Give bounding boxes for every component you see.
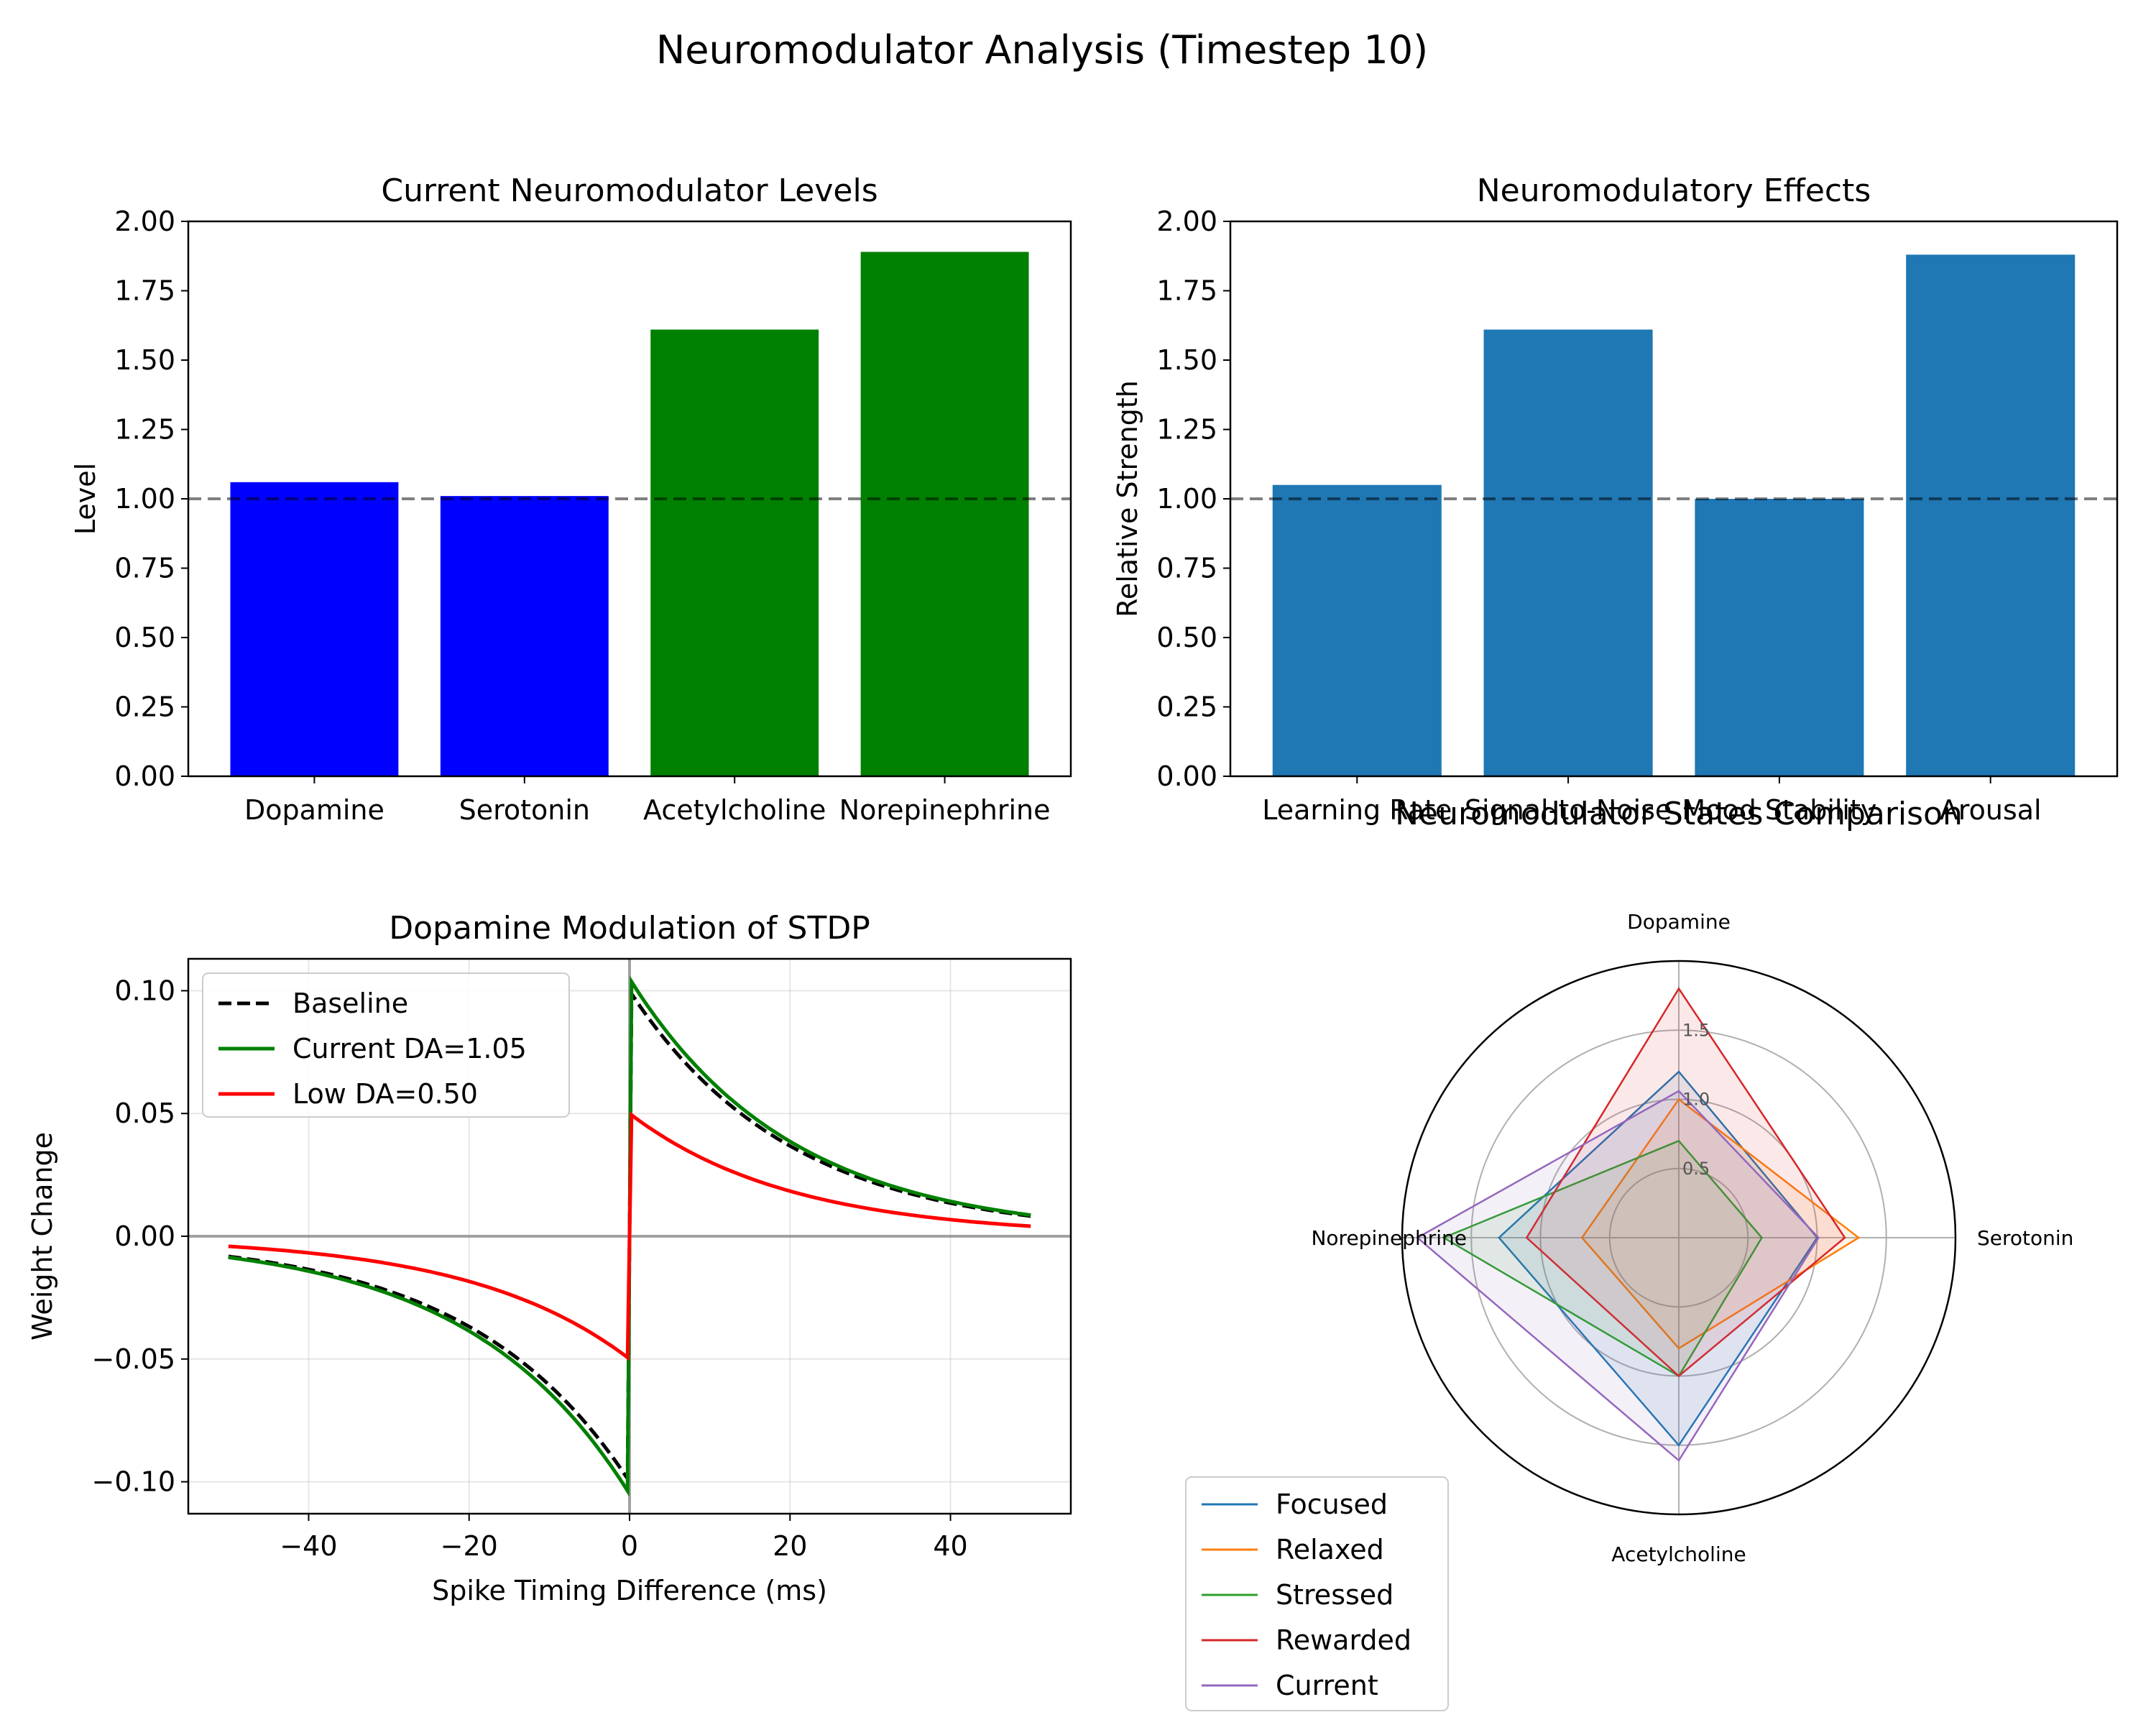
bar-norepinephrine xyxy=(860,252,1029,777)
line-chart-dopamine-stdp: Dopamine Modulation of STDP −0.10 −0.05 0.0… xyxy=(27,910,1072,1606)
y-axis-label: Level xyxy=(70,463,101,535)
legend-label: Baseline xyxy=(292,988,408,1019)
radar-chart-states-comparison: Neuromodulator States Comparison 0.5 1.0 1.… xyxy=(1185,796,2073,1711)
y-tick-label: 1.00 xyxy=(114,483,175,515)
bar-serotonin xyxy=(440,496,609,776)
y-tick-label: 1.25 xyxy=(1156,414,1217,446)
x-axis-label: Spike Timing Difference (ms) xyxy=(432,1575,827,1606)
radar-series-rewarded xyxy=(1525,987,1846,1378)
x-tick-label: Norepinephrine xyxy=(839,794,1051,826)
y-tick-label: 1.50 xyxy=(114,344,175,376)
legend-label: Current xyxy=(1276,1670,1378,1701)
chart-title: Dopamine Modulation of STDP xyxy=(389,910,870,947)
y-tick-label: 0.75 xyxy=(1156,553,1217,584)
y-tick-label: 1.75 xyxy=(114,275,175,307)
x-tick-label: Arousal xyxy=(1940,794,2042,826)
y-tick-label: 0.00 xyxy=(114,760,175,792)
chart-title: Neuromodulatory Effects xyxy=(1477,172,1871,209)
y-tick-label: 0.50 xyxy=(1156,622,1217,653)
radar-axis-label-dopamine: Dopamine xyxy=(1627,910,1731,934)
x-tick-label: 0 xyxy=(621,1530,638,1562)
chart-title: Neuromodulator States Comparison xyxy=(1395,796,1963,832)
y-tick-label: 0.50 xyxy=(114,622,175,653)
y-axis-label: Relative Strength xyxy=(1112,380,1143,617)
y-tick-label: 0.10 xyxy=(114,975,175,1006)
bar-chart-neuromodulator-levels: Current Neuromodulator Levels 0.00 0.25 0.5… xyxy=(70,172,1072,826)
legend-label: Current DA=1.05 xyxy=(292,1033,527,1064)
y-axis-label: Weight Change xyxy=(27,1132,58,1340)
radar-series-current xyxy=(1416,1090,1820,1462)
legend-label: Relaxed xyxy=(1276,1534,1384,1565)
bar-chart-neuromodulatory-effects: Neuromodulatory Effects 0.00 0.25 0.50 0.75 1… xyxy=(1112,172,2119,826)
x-tick-label: −20 xyxy=(441,1530,498,1562)
figure-title: Neuromodulator Analysis (Timestep 10) xyxy=(656,27,1428,73)
radar-axis-label-serotonin: Serotonin xyxy=(1977,1226,2073,1250)
radar-r-tick-label: 1.0 xyxy=(1682,1090,1710,1110)
radar-r-tick-label: 1.5 xyxy=(1682,1020,1710,1040)
x-tick-label: Mood Stability xyxy=(1682,794,1876,826)
bar-arousal xyxy=(1906,254,2076,776)
legend-label: Focused xyxy=(1276,1489,1388,1520)
legend-label: Stressed xyxy=(1276,1579,1393,1611)
y-tick-label: 1.75 xyxy=(1156,275,1217,307)
y-tick-label: −0.05 xyxy=(92,1343,175,1375)
y-tick-label: 0.00 xyxy=(114,1220,175,1252)
bar-signal-to-noise xyxy=(1483,329,1653,776)
bar-learning-rate xyxy=(1272,484,1442,776)
x-tick-label: Dopamine xyxy=(244,794,384,826)
y-tick-label: 1.50 xyxy=(1156,344,1217,376)
legend-label: Rewarded xyxy=(1276,1624,1411,1656)
chart-title: Current Neuromodulator Levels xyxy=(381,172,877,209)
legend-label: Low DA=0.50 xyxy=(292,1078,478,1110)
radar-series-relaxed xyxy=(1580,1098,1861,1350)
y-tick-label: 1.00 xyxy=(1156,483,1217,515)
y-tick-label: 0.75 xyxy=(114,553,175,584)
y-tick-label: 2.00 xyxy=(114,206,175,237)
radar-axis-label-acetylcholine: Acetylcholine xyxy=(1611,1542,1746,1566)
x-tick-label: 40 xyxy=(933,1530,967,1562)
radar-r-tick-label: 0.5 xyxy=(1682,1159,1710,1179)
y-tick-label: 0.00 xyxy=(1156,760,1217,792)
legend-box xyxy=(1185,1476,1449,1711)
x-tick-label: Serotonin xyxy=(459,794,590,826)
x-tick-label: −40 xyxy=(280,1530,337,1562)
radar-outer-circle xyxy=(1401,960,1957,1516)
bar-dopamine xyxy=(230,482,399,776)
legend-box xyxy=(202,972,570,1118)
radar-axis-label-norepinephrine: Norepinephrine xyxy=(1311,1226,1467,1250)
y-tick-label: 1.25 xyxy=(114,414,175,446)
x-tick-label: Acetylcholine xyxy=(643,794,826,826)
y-tick-label: 2.00 xyxy=(1156,206,1217,237)
y-tick-label: 0.25 xyxy=(114,691,175,723)
x-tick-label: 20 xyxy=(773,1530,807,1562)
radar-series-focused xyxy=(1498,1070,1819,1447)
y-tick-label: 0.25 xyxy=(1156,691,1217,723)
y-tick-label: 0.05 xyxy=(114,1098,175,1129)
series-line-low xyxy=(228,1111,1031,1361)
x-tick-label: Signal-to-Noise xyxy=(1465,794,1672,826)
bar-acetylcholine xyxy=(650,329,819,776)
y-tick-label: −0.10 xyxy=(92,1466,175,1498)
bar-mood-stability xyxy=(1695,499,1864,776)
x-tick-label: Learning Rate xyxy=(1262,794,1452,826)
